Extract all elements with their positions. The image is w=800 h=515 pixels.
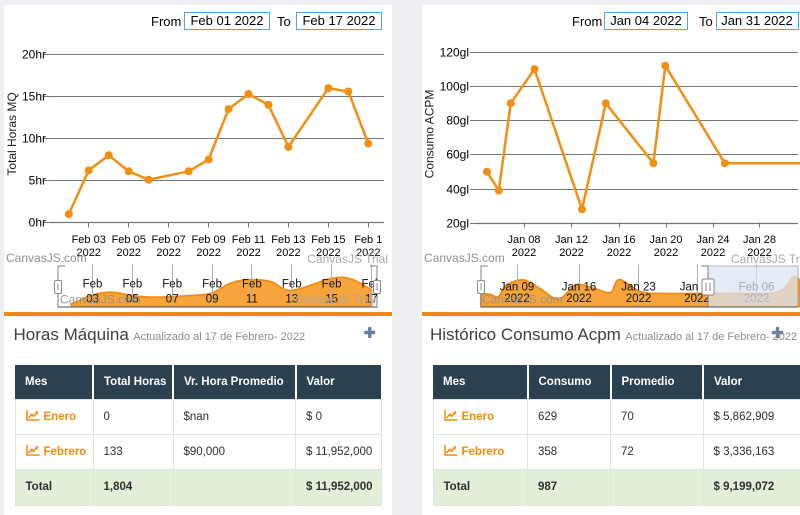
svg-text:2022: 2022 xyxy=(607,247,631,259)
svg-text:15hr: 15hr xyxy=(22,90,46,104)
svg-text:Feb 07: Feb 07 xyxy=(151,234,185,246)
svg-text:Consumo ACPM: Consumo ACPM xyxy=(423,90,437,179)
svg-text:CanvasJS.com: CanvasJS.com xyxy=(6,251,87,265)
svg-text:2022: 2022 xyxy=(116,247,140,259)
svg-text:11: 11 xyxy=(246,294,258,306)
svg-text:20gl: 20gl xyxy=(446,217,469,231)
svg-text:09: 09 xyxy=(206,294,219,306)
svg-text:CanvasJS Trial: CanvasJS Trial xyxy=(731,252,800,266)
svg-text:17: 17 xyxy=(365,294,378,306)
svg-text:15: 15 xyxy=(325,294,338,306)
svg-text:07: 07 xyxy=(166,294,179,306)
svg-text:120gl: 120gl xyxy=(440,46,469,60)
svg-text:05: 05 xyxy=(126,294,139,306)
svg-text:2022: 2022 xyxy=(504,293,530,305)
svg-text:2022: 2022 xyxy=(356,247,380,259)
svg-text:2022: 2022 xyxy=(654,247,678,259)
svg-text:0hr: 0hr xyxy=(29,216,46,230)
svg-text:Jan 24: Jan 24 xyxy=(696,234,729,246)
svg-text:2022: 2022 xyxy=(512,247,536,259)
svg-text:60gl: 60gl xyxy=(446,148,469,162)
svg-text:Feb: Feb xyxy=(83,279,103,291)
svg-text:Feb 13: Feb 13 xyxy=(271,234,305,246)
svg-text:2022: 2022 xyxy=(236,247,260,259)
svg-text:Jan 28: Jan 28 xyxy=(743,234,776,246)
svg-text:Feb: Feb xyxy=(282,279,302,291)
svg-text:CanvasJS Trial: CanvasJS Trial xyxy=(307,252,388,266)
svg-text:Jan 16: Jan 16 xyxy=(562,282,597,294)
svg-text:Total Horas MQ: Total Horas MQ xyxy=(5,92,19,175)
svg-text:Feb 05: Feb 05 xyxy=(112,234,146,246)
svg-text:Feb: Feb xyxy=(202,279,222,291)
svg-text:2022: 2022 xyxy=(566,293,592,305)
svg-text:80gl: 80gl xyxy=(446,114,469,128)
svg-text:13: 13 xyxy=(285,294,298,306)
svg-text:20hr: 20hr xyxy=(22,48,46,62)
svg-text:2022: 2022 xyxy=(156,247,180,259)
svg-text:Feb 09: Feb 09 xyxy=(191,234,225,246)
svg-text:CanvasJS.com: CanvasJS.com xyxy=(424,251,505,265)
svg-text:2022: 2022 xyxy=(626,293,652,305)
svg-text:2022: 2022 xyxy=(559,247,583,259)
svg-text:Feb: Feb xyxy=(162,279,182,291)
svg-text:Feb: Feb xyxy=(322,279,342,291)
svg-text:CanvasJS Trial: CanvasJS Trial xyxy=(295,293,376,307)
svg-text:Jan 20: Jan 20 xyxy=(649,234,682,246)
svg-text:03: 03 xyxy=(86,294,99,306)
svg-text:Feb: Feb xyxy=(122,279,142,291)
svg-text:Feb 03: Feb 03 xyxy=(72,234,106,246)
svg-text:2022: 2022 xyxy=(684,293,710,305)
svg-text:Feb 15: Feb 15 xyxy=(311,234,345,246)
svg-text:5hr: 5hr xyxy=(29,174,46,188)
svg-text:Feb: Feb xyxy=(242,279,262,291)
svg-text:2022: 2022 xyxy=(196,247,220,259)
svg-text:100gl: 100gl xyxy=(440,80,469,94)
svg-text:Feb 1: Feb 1 xyxy=(354,234,382,246)
svg-text:CanvasJS.com: CanvasJS.com xyxy=(482,293,563,307)
svg-text:Jan 16: Jan 16 xyxy=(602,234,635,246)
svg-text:Jan 12: Jan 12 xyxy=(555,234,588,246)
svg-text:Jan 09: Jan 09 xyxy=(500,282,535,294)
svg-text:Jan 23: Jan 23 xyxy=(621,282,656,294)
svg-text:CanvasJS.com: CanvasJS.com xyxy=(60,293,141,307)
svg-text:2022: 2022 xyxy=(276,247,300,259)
svg-text:2022: 2022 xyxy=(747,247,771,259)
svg-text:2022: 2022 xyxy=(316,247,340,259)
svg-text:Feb 11: Feb 11 xyxy=(232,234,265,246)
svg-text:10hr: 10hr xyxy=(22,132,46,146)
svg-text:40gl: 40gl xyxy=(446,183,469,197)
svg-text:2022: 2022 xyxy=(76,247,100,259)
svg-text:Jan 08: Jan 08 xyxy=(507,234,540,246)
svg-text:2022: 2022 xyxy=(701,247,725,259)
